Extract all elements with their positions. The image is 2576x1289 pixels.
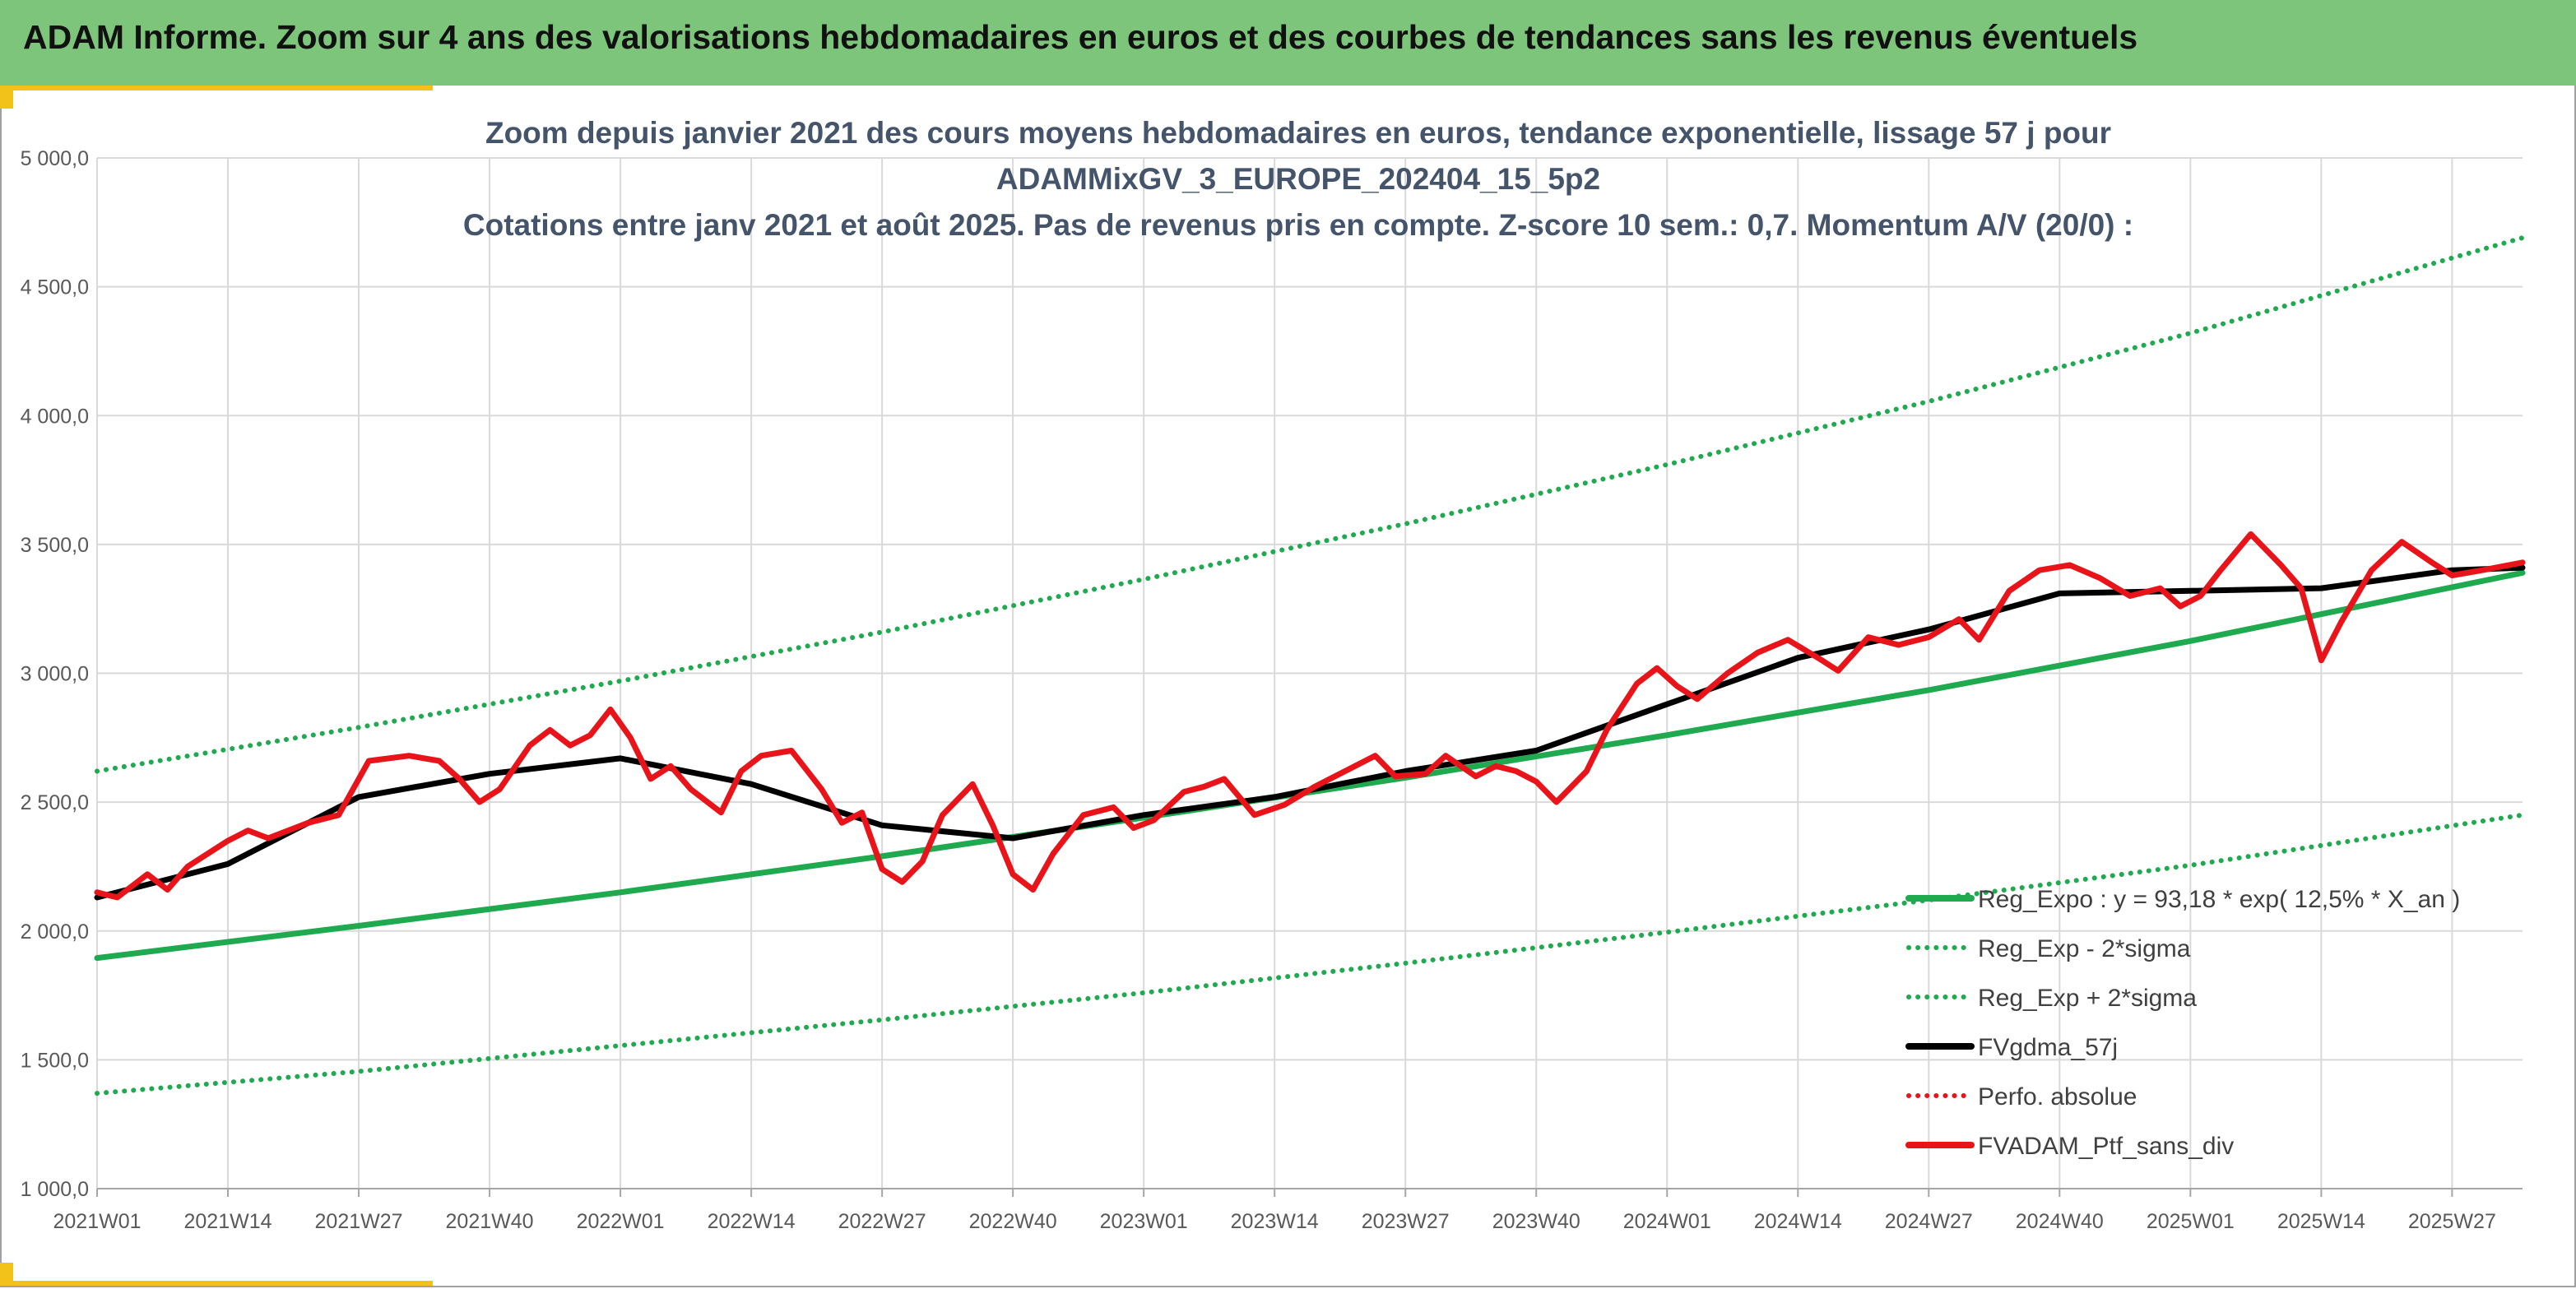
- header-bar: [0, 0, 2576, 86]
- y-tick-label: 4 500,0: [21, 276, 89, 299]
- corner-accent-bottom-left-bar: [0, 1281, 433, 1286]
- x-tick-label: 2022W01: [577, 1210, 665, 1233]
- x-tick-label: 2024W27: [1885, 1210, 1973, 1233]
- x-tick-label: 2021W27: [315, 1210, 403, 1233]
- legend: Reg_Expo : y = 93,18 * exp( 12,5% * X_an…: [1905, 886, 2460, 1160]
- series-line-2: [95, 235, 2525, 774]
- x-tick-label: 2021W14: [184, 1210, 272, 1233]
- y-tick-label: 2 000,0: [21, 920, 89, 944]
- series-lines: [94, 235, 2526, 1097]
- legend-label: FVADAM_Ptf_sans_div: [1978, 1133, 2234, 1160]
- series-line-1: [95, 812, 2525, 1097]
- corner-accent-top-left: [0, 86, 13, 109]
- x-tick-label: 2023W14: [1231, 1210, 1319, 1233]
- x-tick-label: 2023W40: [1492, 1210, 1580, 1233]
- x-tick-label: 2021W01: [53, 1210, 141, 1233]
- y-tick-label: 2 500,0: [21, 791, 89, 814]
- y-tick-label: 1 500,0: [21, 1049, 89, 1072]
- grid: [96, 157, 2523, 1189]
- x-tick-label: 2024W40: [2016, 1210, 2104, 1233]
- x-tick-label: 2023W27: [1362, 1210, 1450, 1233]
- x-tick-label: 2022W14: [708, 1210, 796, 1233]
- legend-label: Reg_Exp - 2*sigma: [1978, 935, 2191, 962]
- series-line-3: [94, 564, 2526, 901]
- x-tick-label: 2024W14: [1754, 1210, 1842, 1233]
- x-tick-label: 2024W01: [1623, 1210, 1711, 1233]
- x-tick-label: 2022W40: [969, 1210, 1057, 1233]
- y-tick-label: 3 000,0: [21, 663, 89, 686]
- y-tick-label: 1 000,0: [21, 1178, 89, 1201]
- corner-accent-top-left-bar: [0, 86, 433, 90]
- legend-label: Reg_Exp + 2*sigma: [1978, 985, 2197, 1012]
- y-axis: 1 000,0 1 500,0 2 000,0 2 500,0 3 000,0 3 500…: [21, 147, 89, 1201]
- x-tick-label: 2025W01: [2147, 1210, 2235, 1233]
- chart-title: Zoom depuis janvier 2021 des cours moyen…: [463, 116, 2133, 242]
- y-tick-label: 4 000,0: [21, 405, 89, 428]
- page-title: ADAM Informe. Zoom sur 4 ans des valoris…: [23, 18, 2138, 56]
- corner-accent-bottom-left: [0, 1263, 13, 1286]
- legend-label: Perfo. absolue: [1978, 1083, 2137, 1110]
- chart-frame: [0, 86, 2576, 1287]
- x-tick-label: 2022W27: [838, 1210, 926, 1233]
- x-tick-label: 2021W40: [446, 1210, 534, 1233]
- series-line-5: [94, 531, 2526, 901]
- legend-label: Reg_Expo : y = 93,18 * exp( 12,5% * X_an…: [1978, 886, 2460, 913]
- chart-title-line-2: ADAMMixGV_3_EUROPE_202404_15_5p2: [996, 162, 1600, 196]
- legend-label: FVgdma_57j: [1978, 1034, 2118, 1061]
- chart-title-line-3: Cotations entre janv 2021 et août 2025. …: [463, 208, 2133, 242]
- x-axis: 2021W01 2021W14 2021W27 2021W40 2022W01 2022W…: [53, 1188, 2523, 1233]
- x-tick-label: 2025W27: [2408, 1210, 2496, 1233]
- x-tick-label: 2023W01: [1100, 1210, 1188, 1233]
- y-tick-label: 5 000,0: [21, 147, 89, 170]
- x-tick-label: 2025W14: [2277, 1210, 2365, 1233]
- chart-title-line-1: Zoom depuis janvier 2021 des cours moyen…: [485, 116, 2111, 150]
- y-tick-label: 3 500,0: [21, 534, 89, 557]
